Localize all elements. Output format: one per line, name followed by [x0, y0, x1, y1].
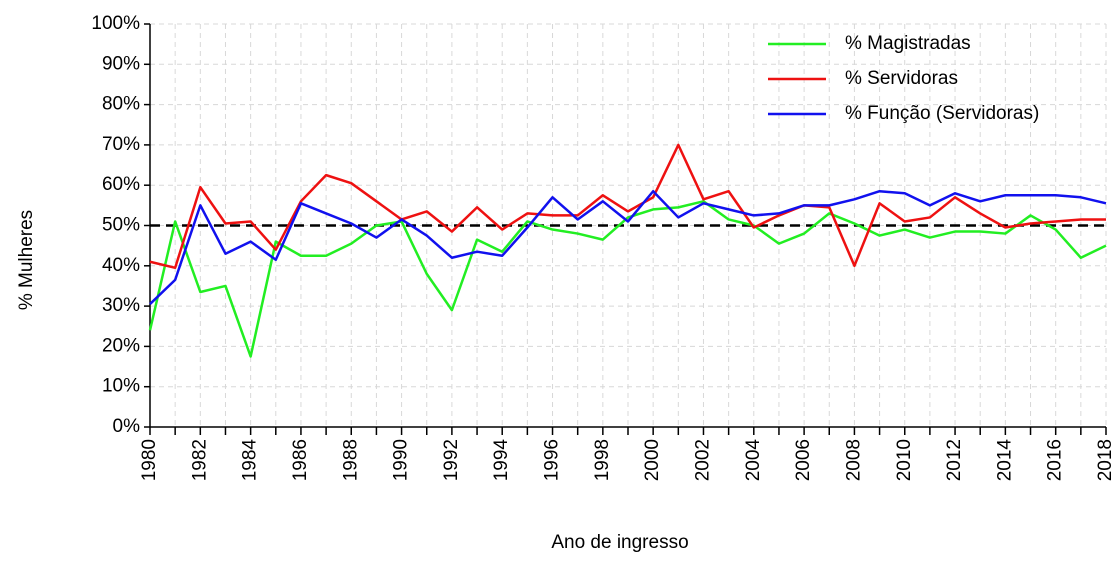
x-tick-label: 2004: [743, 439, 764, 482]
x-tick-label: 2000: [642, 439, 663, 481]
x-axis-label: Ano de ingresso: [551, 532, 688, 553]
y-tick-label: 70%: [102, 134, 140, 155]
series-line: [149, 189, 1107, 305]
x-tick-label: 2018: [1095, 439, 1116, 481]
x-tick-label: 2014: [994, 439, 1015, 482]
x-tick-label: 2012: [944, 439, 965, 481]
y-tick-label: 50%: [102, 215, 140, 236]
y-tick-label: 100%: [91, 13, 140, 34]
y-tick-label: 40%: [102, 255, 140, 276]
x-tick-label: 1986: [290, 439, 311, 481]
x-tick-label: 1998: [592, 439, 613, 481]
x-tick-label: 1984: [240, 439, 261, 482]
x-tick-label: 2008: [843, 439, 864, 481]
x-tick-label: 1980: [139, 439, 160, 481]
y-tick-label: 80%: [102, 94, 140, 115]
y-axis-label: % Mulheres: [16, 210, 37, 310]
y-tick-label: 0%: [113, 416, 141, 437]
y-tick-label: 60%: [102, 174, 140, 195]
x-tick-label: 1992: [441, 439, 462, 481]
x-tick-label: 1982: [189, 439, 210, 481]
legend-label: % Função (Servidoras): [845, 103, 1039, 124]
series-line: [149, 143, 1106, 270]
series-line: [148, 200, 1107, 358]
x-tick-label: 1988: [340, 439, 361, 481]
x-tick-label: 1996: [542, 439, 563, 481]
legend-label: % Servidoras: [845, 68, 958, 89]
x-tick-label: 2010: [894, 439, 915, 481]
y-tick-label: 90%: [102, 53, 140, 74]
x-tick-label: 1990: [391, 439, 412, 481]
legend-label: % Magistradas: [845, 33, 971, 54]
x-tick-label: 2002: [692, 439, 713, 481]
y-tick-label: 10%: [102, 376, 140, 397]
x-tick-label: 2016: [1045, 439, 1066, 481]
x-tick-label: 1994: [491, 439, 512, 482]
y-tick-label: 20%: [102, 335, 140, 356]
y-tick-label: 30%: [102, 295, 140, 316]
x-tick-label: 2006: [793, 439, 814, 481]
